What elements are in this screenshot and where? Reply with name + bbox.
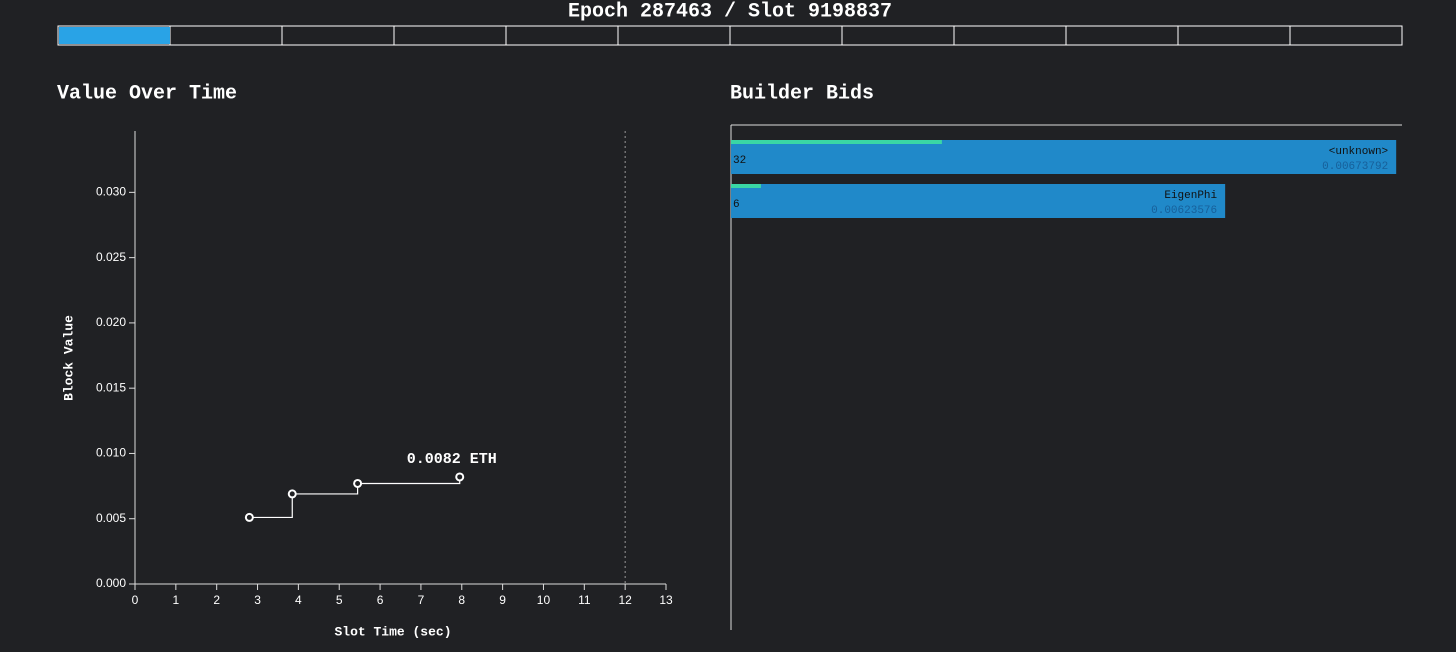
x-tick-label: 9	[499, 593, 506, 607]
point	[287, 489, 297, 499]
chart-title: Builder Bids	[730, 82, 874, 105]
x-tick-label: 3	[254, 593, 261, 607]
x-tick-label: 1	[173, 593, 180, 607]
bar-count: 32	[733, 155, 746, 167]
bar-name: EigenPhi	[1164, 190, 1217, 202]
point	[353, 478, 363, 488]
count-bar	[731, 184, 761, 188]
chart-title: Value Over Time	[57, 82, 237, 105]
step-line	[249, 476, 461, 519]
x-tick-label: 2	[213, 593, 220, 607]
x-tick-label: 5	[336, 593, 343, 607]
x-tick-label: 10	[537, 593, 551, 607]
y-axis-label: Block Value	[61, 315, 76, 401]
point	[244, 512, 254, 522]
x-tick-label: 6	[377, 593, 384, 607]
bar-count: 6	[733, 199, 740, 211]
x-tick-label: 12	[618, 593, 632, 607]
x-tick-label: 0	[132, 593, 139, 607]
x-tick-label: 13	[659, 593, 673, 607]
bar	[731, 140, 1397, 174]
annotation: 0.0082 ETH	[407, 451, 497, 468]
progress-fill	[59, 27, 170, 44]
x-tick-label: 4	[295, 593, 302, 607]
progress-segment	[1289, 25, 1403, 46]
x-tick-label: 8	[458, 593, 465, 607]
bar-name: <unknown>	[1329, 146, 1388, 158]
y-tick-label: 0.025	[96, 250, 126, 264]
header-title: Epoch 287463 / Slot 9198837	[568, 0, 892, 23]
x-tick-label: 7	[418, 593, 425, 607]
y-tick-label: 0.005	[96, 511, 126, 525]
y-tick-label: 0.020	[96, 315, 126, 329]
point	[455, 472, 465, 482]
x-axis-label: Slot Time (sec)	[334, 624, 451, 639]
x-tick-label: 11	[578, 593, 591, 607]
y-tick-label: 0.000	[96, 576, 126, 590]
bar-value: 0.00623576	[1151, 205, 1217, 217]
y-tick-label: 0.030	[96, 185, 126, 199]
bar	[731, 184, 1226, 218]
count-bar	[731, 140, 942, 144]
bar-value: 0.00673792	[1322, 161, 1388, 173]
y-tick-label: 0.015	[96, 380, 126, 394]
y-tick-label: 0.010	[96, 446, 126, 460]
